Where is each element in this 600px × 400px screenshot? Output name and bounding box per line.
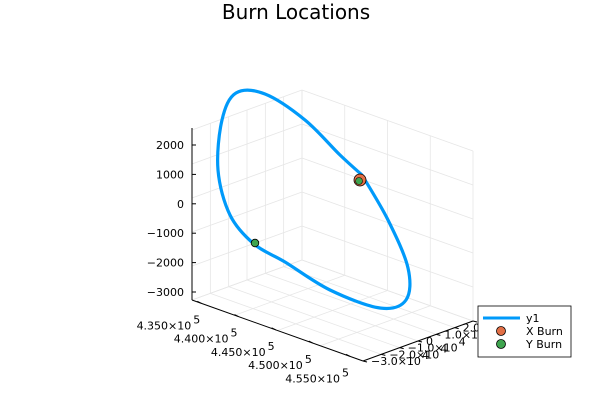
grid-line [210,292,382,355]
legend-box [477,305,572,358]
y-tick-label: −2.0×10 [389,348,439,361]
x-tick-exponent: 5 [342,366,349,379]
y-tick-mark [362,360,368,363]
grid-line [301,123,474,186]
x-tick-exponent: 5 [193,313,200,326]
series-line-y1 [216,88,412,311]
z-tick-label: 2000 [156,139,184,152]
chart-title: Burn Locations [222,0,370,24]
x-ticks: 4.350×10 54.400×10 54.450×10 54.500×10 54.55… [137,300,351,385]
x-tick-label: 4.350×10 [137,319,192,332]
y-tick-mark [399,347,404,350]
y-tick-exponent: 4 [440,342,447,355]
legend: y1 X Burn Y Burn [477,305,572,358]
legend-label-x-burn: X Burn [526,325,563,338]
x-tick-label: 4.450×10 [211,346,266,359]
x-tick-mark [308,340,314,344]
grid-line [228,286,400,349]
grid-line [246,279,419,342]
grid-line [301,157,474,220]
x-tick-exponent: 5 [268,340,275,353]
grid-line [301,259,474,322]
x-tick-mark [345,353,351,357]
x-tick-mark [197,300,202,304]
point-y-burn [250,238,260,248]
grid-line [265,272,437,335]
series-group [216,88,412,311]
y-tick-mark [417,340,423,343]
z-tick-label: −2000 [147,257,184,270]
x-tick-mark [234,314,239,318]
z-tick-label: −3000 [147,286,184,299]
y-tick-mark [454,327,459,330]
legend-label-y-burn: Y Burn [525,338,562,351]
y-tick-exponent: 4 [422,349,429,362]
z-tick-label: 0 [177,198,184,211]
z-tick-label: 1000 [156,168,184,181]
legend-label-y1: y1 [526,312,540,325]
x-tick-label: 4.400×10 [174,333,229,346]
grid-line [301,89,474,152]
y-tick-label: 1.0×10 [444,328,485,341]
y-tick-label: −3.0×10 [371,355,421,368]
y-tick-label: 0 [426,335,433,348]
x-tick-exponent: 5 [230,327,237,340]
y-tick-mark [472,320,478,323]
x-axis-line [191,299,364,362]
legend-marker-y-burn [496,339,506,349]
z-ticks: 2000 1000 0 −1000 −2000 −3000 [147,139,196,299]
y-tick-exponent: 4 [459,336,466,349]
x-tick-label: 4.500×10 [248,359,303,372]
legend-marker-x-burn [496,326,506,336]
x-tick-label: 4.550×10 [285,372,340,385]
grid-line [301,225,474,288]
y-tick-mark [381,353,386,356]
grid [191,89,474,362]
y-tick-mark [436,333,441,336]
x-tick-exponent: 5 [305,353,312,366]
y-tick-label: −1.0×10 [408,342,458,355]
point-y-burn-overlap [355,177,363,185]
grid-line [283,266,455,329]
x-tick-mark [271,327,276,331]
z-tick-label: −1000 [147,227,184,240]
